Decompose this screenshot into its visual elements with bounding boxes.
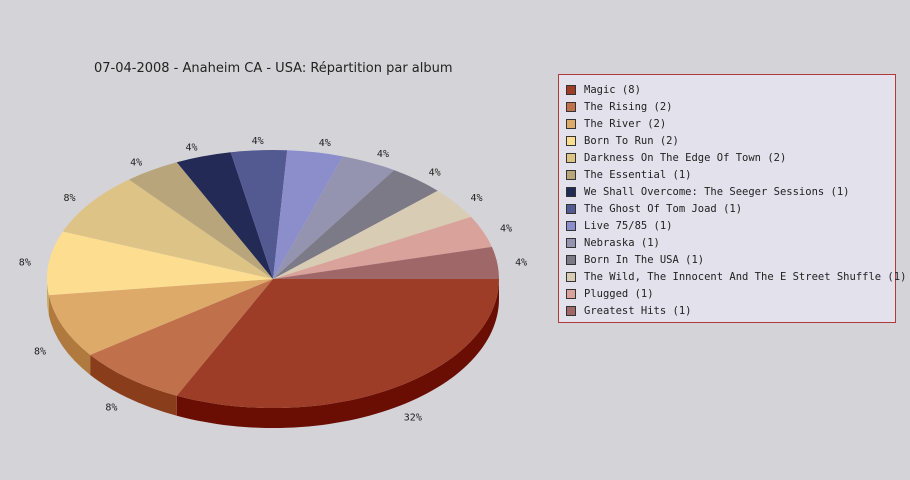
pie-slices <box>46 150 500 408</box>
pie-percent-label: 4% <box>500 224 512 235</box>
legend-swatch <box>566 288 576 299</box>
legend-swatch <box>566 254 576 265</box>
legend-item: The Rising (2) <box>566 98 895 115</box>
legend-label: Nebraska (1) <box>584 236 660 249</box>
pie-slice <box>273 156 395 279</box>
pie-percent-labels: 32% 8% 8% 8% 8% 4% 4% 4% 4% 4% 4% 4% 4% 4% <box>19 136 527 424</box>
legend-swatch <box>566 169 576 180</box>
legend-label: Darkness On The Edge Of Town (2) <box>584 151 787 164</box>
legend-label: We Shall Overcome: The Seeger Sessions (… <box>584 185 850 198</box>
legend-item: The Essential (1) <box>566 166 895 183</box>
pie-slice <box>273 246 499 279</box>
pie-percent-label: 8% <box>19 258 31 269</box>
legend-label: The Wild, The Innocent And The E Street … <box>584 270 907 283</box>
pie-percent-label: 4% <box>252 136 264 147</box>
legend-swatch <box>566 237 576 248</box>
legend-swatch <box>566 101 576 112</box>
legend-item: The Ghost Of Tom Joad (1) <box>566 200 895 217</box>
legend-item: The River (2) <box>566 115 895 132</box>
legend-label: The Essential (1) <box>584 168 692 181</box>
legend-swatch <box>566 186 576 197</box>
legend-label: Magic (8) <box>584 83 641 96</box>
pie-slice <box>46 231 274 296</box>
pie-percent-label: 4% <box>377 149 389 160</box>
legend-label: Live 75/85 (1) <box>584 219 673 232</box>
legend-swatch <box>566 84 576 95</box>
pie-percent-label: 8% <box>105 402 117 413</box>
legend-label: Plugged (1) <box>584 287 654 300</box>
pie-percent-label: 8% <box>63 193 75 204</box>
legend-label: The Ghost Of Tom Joad (1) <box>584 202 743 215</box>
pie-percent-label: 4% <box>515 258 527 269</box>
pie-slice-side <box>90 354 177 416</box>
legend-item: Magic (8) <box>566 81 895 98</box>
pie-slice <box>128 162 273 279</box>
legend-item: Born In The USA (1) <box>566 251 895 268</box>
pie-slice <box>273 190 472 279</box>
legend-item: We Shall Overcome: The Seeger Sessions (… <box>566 183 895 200</box>
legend-swatch <box>566 271 576 282</box>
pie-slice <box>90 279 273 396</box>
legend-label: Born To Run (2) <box>584 134 679 147</box>
pie-percent-label: 32% <box>404 413 422 424</box>
pie-slice <box>62 179 273 279</box>
legend-item: Live 75/85 (1) <box>566 217 895 234</box>
legend-item: Greatest Hits (1) <box>566 302 895 319</box>
legend-swatch <box>566 305 576 316</box>
legend-label: Greatest Hits (1) <box>584 304 692 317</box>
legend-swatch <box>566 118 576 129</box>
pie-slice-side <box>176 279 500 428</box>
pie-slice <box>273 216 492 279</box>
pie-slice <box>273 170 438 279</box>
pie-sides <box>47 279 500 428</box>
legend-item: Nebraska (1) <box>566 234 895 251</box>
pie-slice <box>230 150 288 279</box>
pie-slice <box>48 279 274 355</box>
legend-item: Plugged (1) <box>566 285 895 302</box>
pie-slice-side <box>47 279 49 316</box>
pie-slice <box>273 150 343 279</box>
pie-slice <box>176 279 500 408</box>
pie-slice-side <box>48 295 91 375</box>
pie-percent-label: 4% <box>186 142 198 153</box>
legend-item: Born To Run (2) <box>566 132 895 149</box>
legend-label: Born In The USA (1) <box>584 253 705 266</box>
pie-percent-label: 4% <box>319 138 331 149</box>
legend-label: The River (2) <box>584 117 667 130</box>
pie-percent-label: 4% <box>429 168 441 179</box>
legend-swatch <box>566 220 576 231</box>
legend-swatch <box>566 152 576 163</box>
legend: Magic (8) The Rising (2) The River (2) Born… <box>558 74 906 323</box>
legend-swatch <box>566 135 576 146</box>
pie-percent-label: 8% <box>34 346 46 357</box>
legend-swatch <box>566 203 576 214</box>
pie-slice <box>176 152 273 279</box>
legend-item: Darkness On The Edge Of Town (2) <box>566 149 895 166</box>
legend-item: The Wild, The Innocent And The E Street … <box>566 268 906 285</box>
chart-title: 07-04-2008 - Anaheim CA - USA: Répartiti… <box>94 61 453 76</box>
pie-percent-label: 4% <box>470 193 482 204</box>
legend-label: The Rising (2) <box>584 100 673 113</box>
pie-percent-label: 4% <box>130 157 142 168</box>
